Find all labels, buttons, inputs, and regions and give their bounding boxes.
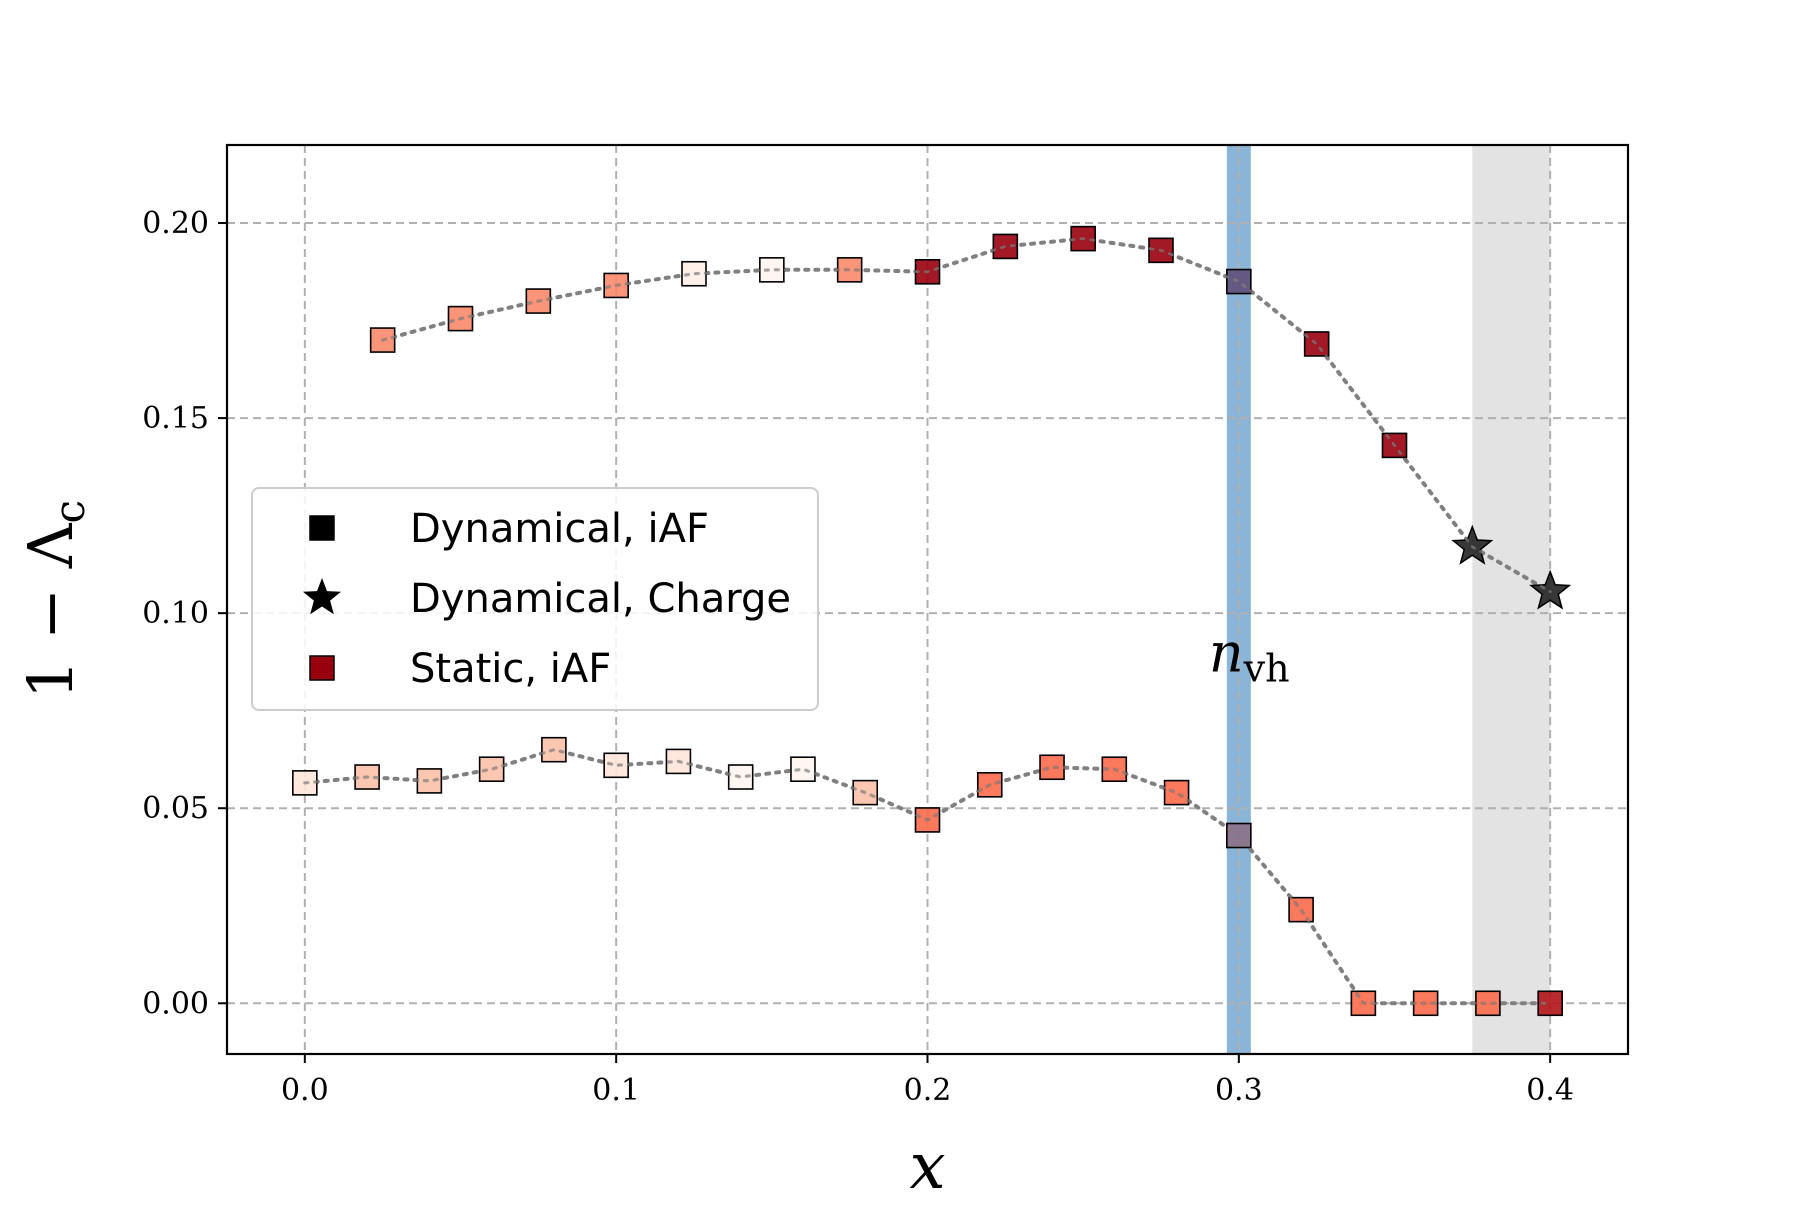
- series-1-point-9: [852, 779, 879, 806]
- y-axis-title-group: 1 − Λc: [14, 500, 94, 699]
- legend-label-2: Static, iAF: [410, 646, 611, 692]
- x-tick-label-2: 0.2: [904, 1073, 952, 1108]
- legend-marker-2: [309, 655, 335, 681]
- series-1-point-3: [478, 756, 505, 783]
- shaded-region: [1472, 145, 1551, 1054]
- series-0-line-overlay: [381, 237, 1552, 594]
- x-tick-label-1: 0.1: [592, 1073, 640, 1108]
- x-tick-label-3: 0.3: [1215, 1073, 1263, 1108]
- legend-label-1: Dynamical, Charge: [410, 576, 791, 622]
- series-1-point-2: [416, 768, 443, 794]
- legend-label-0: Dynamical, iAF: [410, 506, 709, 552]
- annotation-nvh-main: n: [1209, 622, 1244, 685]
- legend-box: [251, 487, 819, 711]
- y-axis-title-sub: c: [45, 500, 94, 524]
- series-0-point-11: [1226, 268, 1252, 295]
- series-1-point-8: [790, 756, 816, 783]
- legend: Dynamical, iAF Dynamical, Charge Static, i…: [251, 487, 819, 711]
- legend-marker-1: [303, 578, 341, 615]
- y-tick-label-4: 0.20: [142, 206, 209, 241]
- series-0-point-15: [1529, 569, 1572, 610]
- series-0-point-14: [1451, 524, 1494, 565]
- series-1-point-14: [1163, 779, 1190, 806]
- series-0-point-5: [759, 257, 785, 283]
- annotation-nvh: nvh: [1209, 622, 1290, 691]
- series-0-point-12: [1303, 331, 1330, 357]
- annotation-nvh-sub: vh: [1243, 647, 1290, 691]
- series-1-point-5: [603, 752, 629, 779]
- y-tick-label-2: 0.10: [142, 596, 209, 631]
- y-tick-label-3: 0.15: [142, 401, 209, 436]
- y-tick-label-0: 0.00: [142, 986, 209, 1021]
- x-axis-title: x: [909, 1130, 945, 1200]
- legend-marker-0: [309, 515, 335, 541]
- y-axis-title-main: 1 − Λ: [14, 522, 87, 699]
- x-tick-label-4: 0.4: [1526, 1073, 1574, 1108]
- series-1-point-12: [1039, 754, 1065, 781]
- x-tick-label-0: 0.0: [281, 1073, 329, 1108]
- y-tick-label-1: 0.05: [142, 791, 209, 826]
- y-axis-title: 1 − Λc: [14, 500, 94, 699]
- series-1-line-overlay: [303, 748, 1552, 1005]
